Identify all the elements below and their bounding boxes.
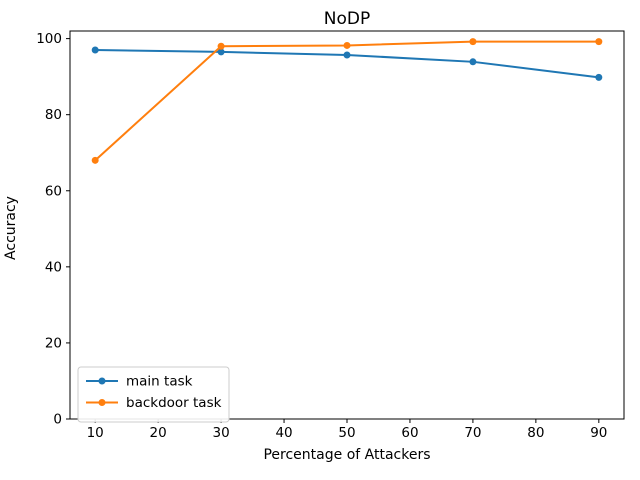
x-tick-label: 70 <box>464 425 481 441</box>
plot-frame <box>69 30 625 420</box>
chart-title: NoDP <box>324 9 370 29</box>
data-point-marker <box>343 41 351 49</box>
legend-label: main task <box>126 374 193 390</box>
x-tick-label: 50 <box>338 425 355 441</box>
y-tick-label: 40 <box>45 259 62 275</box>
x-tick-label: 20 <box>150 425 167 441</box>
data-point-marker <box>469 38 477 46</box>
x-tick-label: 40 <box>275 425 292 441</box>
y-tick-label: 80 <box>45 107 62 123</box>
y-tick-label: 0 <box>53 412 62 428</box>
legend-marker <box>98 399 106 406</box>
legend: main task backdoor task <box>77 366 230 423</box>
data-point-marker <box>595 73 603 81</box>
data-point-marker <box>343 51 351 59</box>
y-tick-label: 100 <box>36 31 62 47</box>
y-tick-label: 20 <box>45 335 62 351</box>
x-tick-label: 80 <box>527 425 544 441</box>
data-point-marker <box>595 38 603 46</box>
data-point-marker <box>469 58 477 66</box>
x-tick-label: 30 <box>212 425 229 441</box>
x-axis-label: Percentage of Attackers <box>263 447 430 463</box>
x-tick-label: 10 <box>87 425 104 441</box>
data-point-marker <box>217 48 225 56</box>
data-point-marker <box>91 46 99 54</box>
x-tick-label: 60 <box>401 425 418 441</box>
data-point-marker <box>217 42 225 50</box>
y-tick-label: 60 <box>45 183 62 199</box>
y-axis-label: Accuracy <box>3 196 19 260</box>
data-point-marker <box>91 156 99 164</box>
chart-generated-layer: 10 20 30 40 50 60 70 80 90 0 20 40 60 80 100 main task b… <box>36 30 625 441</box>
x-tick-label: 90 <box>590 425 607 441</box>
legend-label: backdoor task <box>126 395 222 411</box>
series-line <box>94 40 600 162</box>
legend-marker <box>98 377 106 385</box>
